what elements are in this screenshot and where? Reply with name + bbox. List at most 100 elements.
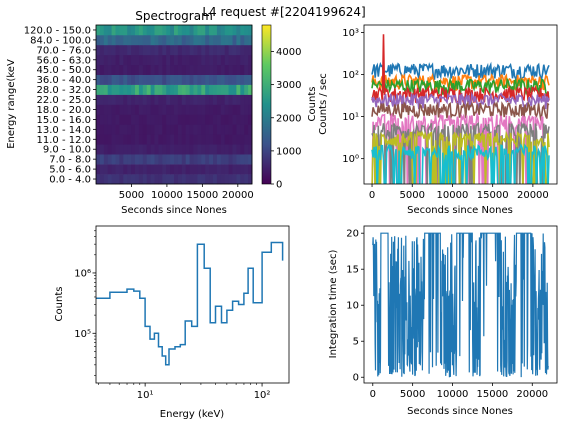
spectrogram-cell <box>185 44 190 56</box>
spectrogram-cell <box>99 94 105 105</box>
spectrogram-cell <box>185 84 190 95</box>
spectrogram-cell <box>228 25 233 36</box>
spectrogram-cell <box>96 114 101 125</box>
spectrogram-cell <box>111 134 116 145</box>
spectrogram-cell <box>213 104 218 115</box>
spectrogram-cell <box>220 174 226 185</box>
spectrogram-cell <box>205 34 210 46</box>
spectrogram-cell <box>103 134 109 145</box>
spectrogram-cell <box>177 64 183 75</box>
spectrogram-cell <box>228 44 233 56</box>
spectrogram-cell <box>150 134 155 145</box>
spectrogram-cell <box>248 134 253 145</box>
spectrogram-cell <box>154 154 159 165</box>
spectrogram-cell <box>154 84 159 95</box>
spectrogram-cell <box>142 104 148 115</box>
spectrogram-cell <box>174 144 179 155</box>
count-rate-xtick-label: 10000 <box>437 190 469 201</box>
spectrogram-cell <box>138 54 144 66</box>
spectrogram-cell <box>189 174 194 185</box>
spectrogram-cell <box>228 154 233 165</box>
figure-title: L4 request #[2204199624] <box>202 5 365 19</box>
spectrogram-cell <box>166 84 171 95</box>
spectrogram-xtick-label: 10000 <box>151 190 183 201</box>
spectrogram-cell <box>193 124 198 135</box>
spectrogram-cell <box>119 124 124 135</box>
spectrogram-cell <box>166 124 171 135</box>
spectrogram-cell <box>174 25 179 36</box>
spectrogram-cell <box>111 25 116 36</box>
spectrogram-cell <box>146 124 151 135</box>
spectrogram-cell <box>150 124 155 135</box>
spectrogram-cell <box>131 144 136 155</box>
spectrogram-cell <box>240 124 245 135</box>
spectrogram-cell <box>232 44 237 56</box>
spectrogram-cell <box>103 64 109 75</box>
spectrogram-cell <box>189 34 194 46</box>
spectrogram-cell <box>201 124 206 135</box>
spectrogram-title: Spectrogram <box>135 9 213 23</box>
spectrogram-cell <box>115 114 120 125</box>
spectrogram-cell <box>248 164 253 175</box>
spectrum-frame <box>95 225 290 384</box>
spectrogram-cell <box>248 144 253 155</box>
spectrogram-cell <box>236 44 241 56</box>
spectrogram-cell <box>209 154 214 165</box>
spectrogram-cell <box>99 104 105 115</box>
spectrogram-cell <box>154 34 159 46</box>
spectrogram-cell <box>216 64 222 75</box>
spectrum-xtick-label: 10² <box>254 390 271 401</box>
spectrogram-cell <box>135 144 140 155</box>
spectrum-panel: 10¹ 10² 10⁵ 10⁶ Energy (keV) Counts <box>54 225 290 420</box>
spectrogram-cell <box>216 74 222 85</box>
spectrogram-cell <box>123 94 128 105</box>
spectrogram-cell <box>138 74 144 85</box>
count-rate-panel: 0 5000 10000 15000 20000 10⁰ 10¹ 10² 10³ Second… <box>318 24 558 216</box>
spectrogram-cell <box>216 124 222 135</box>
spectrogram-cell <box>138 34 144 46</box>
spectrogram-cell <box>123 25 128 36</box>
spectrogram-cell <box>181 84 187 95</box>
spectrogram-cell <box>103 174 109 185</box>
spectrogram-cell <box>213 174 218 185</box>
spectrogram-cell <box>236 104 241 115</box>
spectrogram-cell <box>158 54 163 66</box>
spectrogram-cell <box>119 174 124 185</box>
spectrogram-cell <box>150 74 155 85</box>
spectrogram-cell <box>123 34 128 46</box>
spectrogram-cell <box>224 114 229 125</box>
spectrogram-cell <box>216 174 222 185</box>
spectrogram-cell <box>216 44 222 56</box>
spectrogram-cell <box>181 114 187 125</box>
spectrogram-cell <box>248 34 253 46</box>
spectrogram-cell <box>138 64 144 75</box>
spectrogram-cell <box>170 124 175 135</box>
spectrogram-cell <box>142 154 148 165</box>
spectrogram-xtick-label: 5000 <box>119 190 144 201</box>
colorbar <box>261 24 272 185</box>
spectrogram-cell <box>224 164 229 175</box>
spectrogram-cell <box>232 134 237 145</box>
integration-time-line <box>372 232 549 378</box>
spectrogram-cell <box>174 64 179 75</box>
spectrogram-cell <box>201 84 206 95</box>
spectrogram-ytick-label: 7.0 - 8.0 <box>49 155 91 166</box>
spectrogram-cell <box>146 164 151 175</box>
spectrogram-cell <box>154 164 159 175</box>
spectrogram-cell <box>224 54 229 66</box>
spectrogram-cell <box>119 74 124 85</box>
spectrogram-cell <box>123 104 128 115</box>
count-rate-x-ticks: 0 5000 10000 15000 20000 <box>369 184 549 201</box>
spectrogram-cell <box>111 104 116 115</box>
spectrogram-cell <box>232 54 237 66</box>
spectrogram-cell <box>127 44 132 56</box>
spectrogram-cell <box>213 84 218 95</box>
spectrogram-cell <box>185 134 190 145</box>
spectrogram-cell <box>103 44 109 56</box>
spectrogram-cell <box>170 164 175 175</box>
spectrogram-cell <box>96 134 101 145</box>
spectrogram-cell <box>220 54 226 66</box>
spectrogram-cell <box>123 74 128 85</box>
spectrogram-cell <box>138 144 144 155</box>
spectrogram-cell <box>162 44 167 56</box>
